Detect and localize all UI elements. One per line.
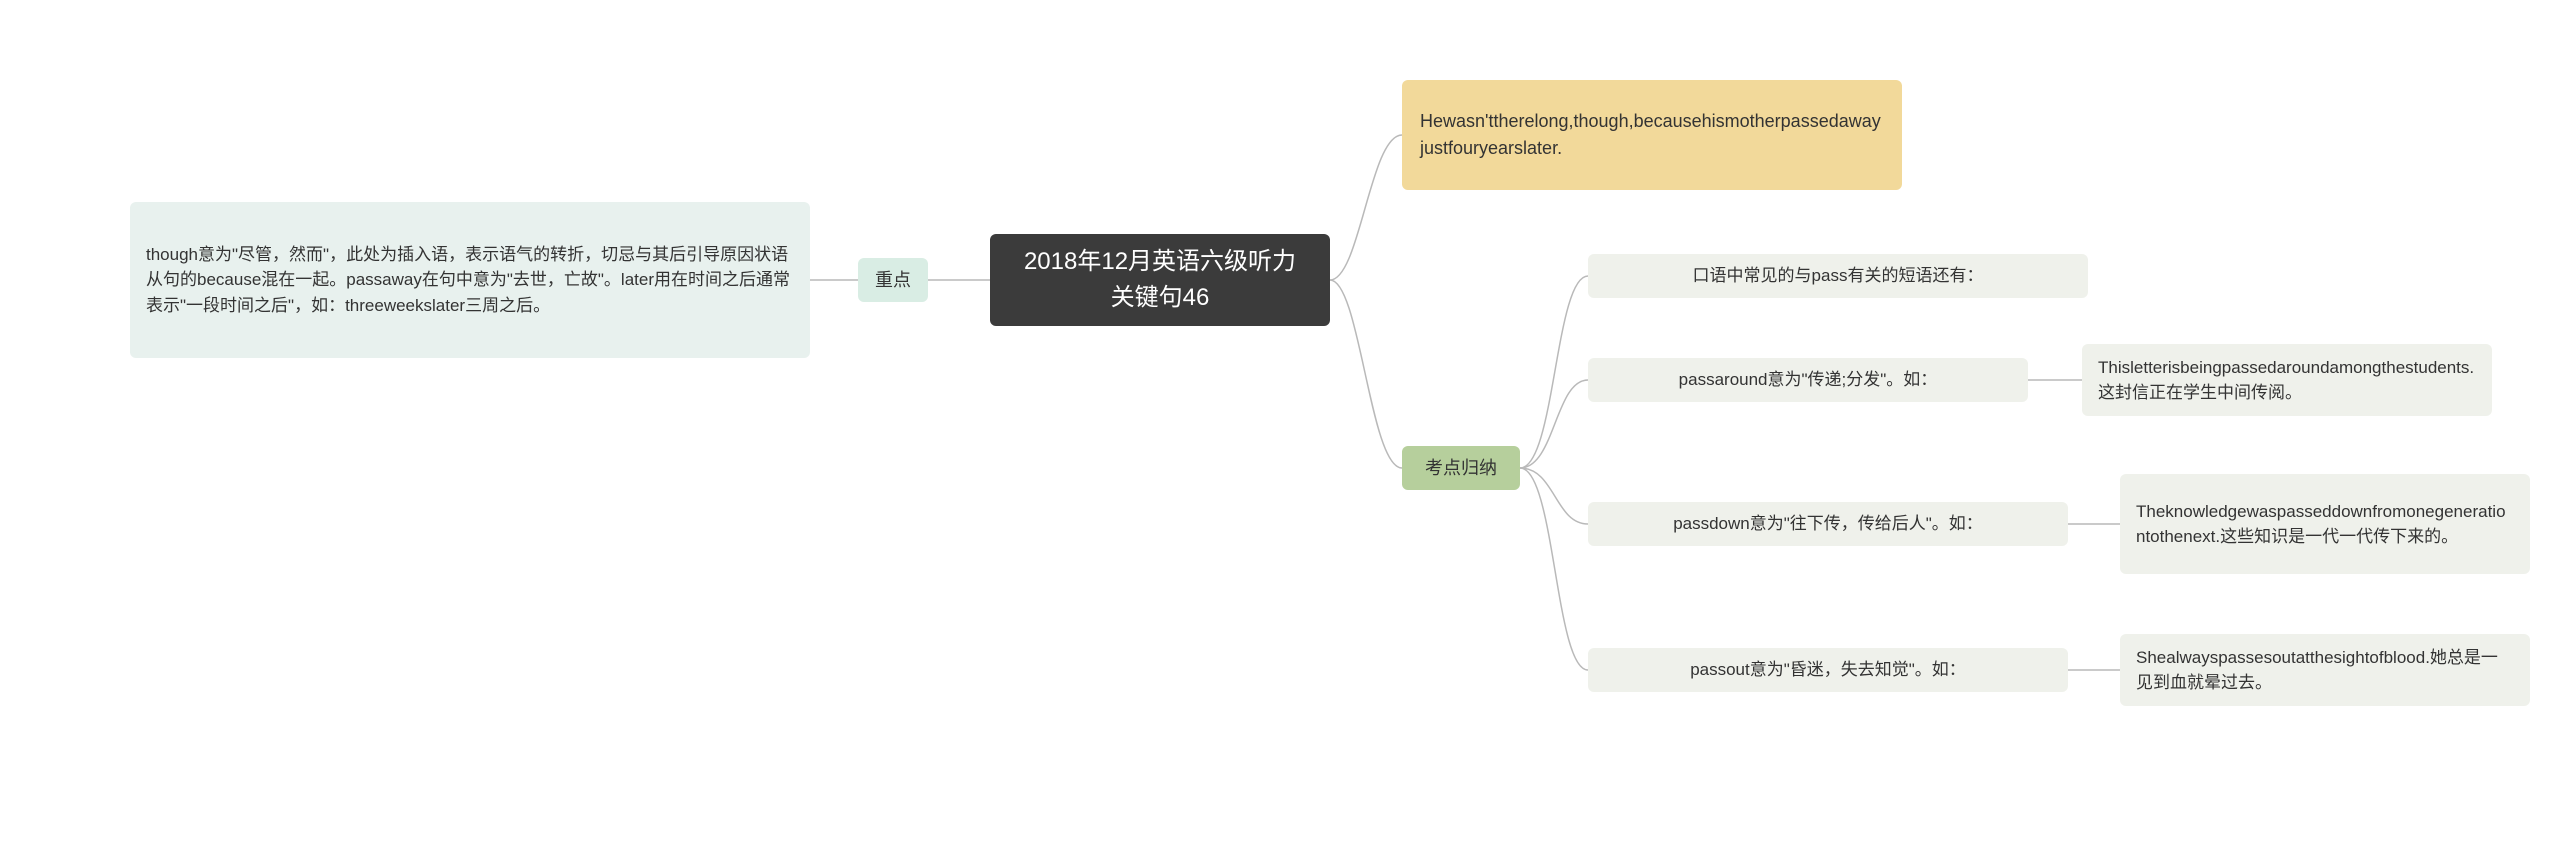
kaodian-example-2[interactable]: Theknowledgewaspasseddownfromonegenerati… — [2120, 474, 2530, 574]
root-title: 2018年12月英语六级听力关键句46 — [1016, 244, 1304, 316]
kaodian-example-1[interactable]: Thisletterisbeingpassedaroundamongthestu… — [2082, 344, 2492, 416]
root-node[interactable]: 2018年12月英语六级听力关键句46 — [990, 234, 1330, 326]
kaodian-item-1[interactable]: passaround意为"传递;分发"。如： — [1588, 358, 2028, 402]
kaodian-example-3[interactable]: Shealwayspassesoutatthesightofblood.她总是一… — [2120, 634, 2530, 706]
kaodian-item-0[interactable]: 口语中常见的与pass有关的短语还有： — [1588, 254, 2088, 298]
kaodian-item-3-label: passout意为"昏迷，失去知觉"。如： — [1690, 657, 1966, 683]
kaodian-item-0-label: 口语中常见的与pass有关的短语还有： — [1693, 263, 1984, 289]
branch-kaodian-label: 考点归纳 — [1425, 455, 1497, 482]
kaodian-example-1-text: Thisletterisbeingpassedaroundamongthestu… — [2098, 355, 2476, 406]
sentence-text: Hewasn'ttherelong,though,becausehismothe… — [1420, 108, 1884, 162]
branch-zhongdian[interactable]: 重点 — [858, 258, 928, 302]
kaodian-item-3[interactable]: passout意为"昏迷，失去知觉"。如： — [1588, 648, 2068, 692]
connector-layer — [0, 0, 2560, 860]
kaodian-example-3-text: Shealwayspassesoutatthesightofblood.她总是一… — [2136, 645, 2514, 696]
branch-zhongdian-label: 重点 — [875, 267, 911, 294]
kaodian-example-2-text: Theknowledgewaspasseddownfromonegenerati… — [2136, 499, 2514, 550]
kaodian-item-1-label: passaround意为"传递;分发"。如： — [1679, 367, 1938, 393]
kaodian-item-2[interactable]: passdown意为"往下传，传给后人"。如： — [1588, 502, 2068, 546]
sentence-node[interactable]: Hewasn'ttherelong,though,becausehismothe… — [1402, 80, 1902, 190]
zhongdian-detail-text: though意为"尽管，然而"，此处为插入语，表示语气的转折，切忌与其后引导原因… — [146, 242, 794, 319]
zhongdian-detail[interactable]: though意为"尽管，然而"，此处为插入语，表示语气的转折，切忌与其后引导原因… — [130, 202, 810, 358]
kaodian-item-2-label: passdown意为"往下传，传给后人"。如： — [1673, 511, 1983, 537]
branch-kaodian[interactable]: 考点归纳 — [1402, 446, 1520, 490]
